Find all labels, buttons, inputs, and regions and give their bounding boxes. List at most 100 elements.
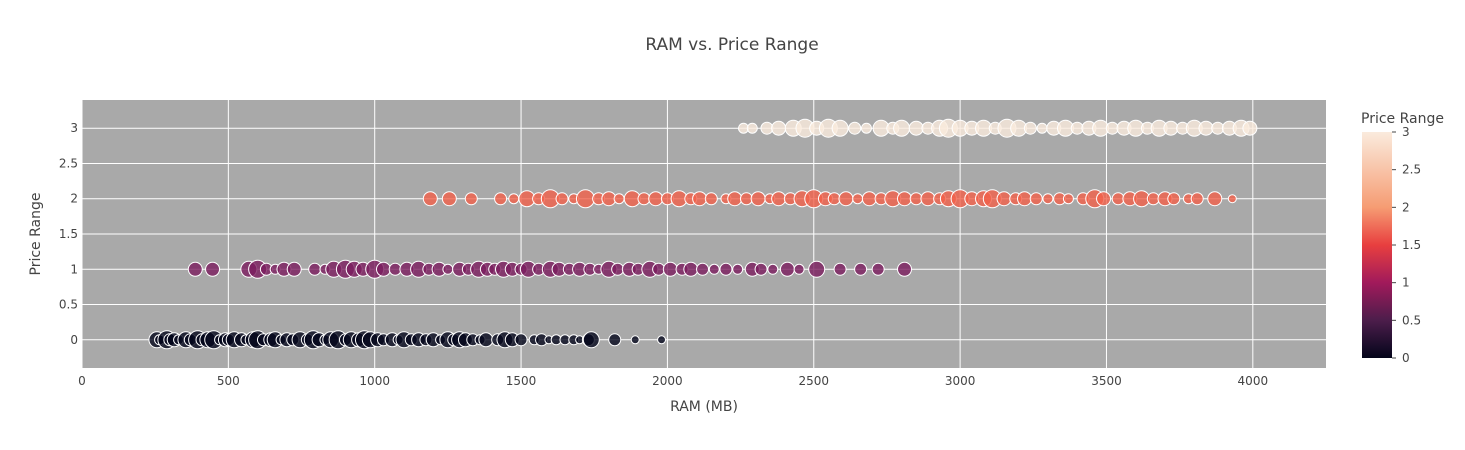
data-point	[854, 262, 868, 276]
data-point	[908, 120, 924, 136]
data-point	[187, 261, 203, 277]
data-point	[613, 193, 625, 205]
data-point	[750, 191, 766, 207]
data-point	[719, 262, 733, 276]
data-point	[897, 261, 913, 277]
x-tick-label: 2000	[652, 374, 683, 388]
y-axis-title: Price Range	[28, 193, 44, 276]
data-point	[852, 193, 864, 205]
data-point	[827, 192, 841, 206]
data-point	[575, 189, 595, 209]
data-point	[746, 122, 758, 134]
x-tick-label: 3000	[945, 374, 976, 388]
data-point	[657, 335, 667, 345]
data-point	[779, 261, 795, 277]
data-point	[1017, 191, 1033, 207]
x-tick-label: 1000	[359, 374, 390, 388]
data-point	[388, 262, 402, 276]
y-tick-label: 0	[70, 333, 78, 347]
data-point	[861, 191, 877, 207]
x-tick-label: 2500	[798, 374, 829, 388]
x-tick-label: 0	[78, 374, 86, 388]
data-point	[205, 261, 221, 277]
colorbar-tick-label: 0	[1402, 351, 1410, 365]
x-tick-label: 3500	[1091, 374, 1122, 388]
data-point	[611, 262, 625, 276]
data-point	[771, 120, 787, 136]
data-point	[920, 191, 936, 207]
colorbar-tick-label: 3	[1402, 125, 1410, 139]
colorbar-tick-label: 2	[1402, 200, 1410, 214]
data-point	[996, 191, 1012, 207]
data-point	[739, 192, 753, 206]
colorbar-gradient	[1362, 132, 1392, 358]
data-point	[1190, 192, 1204, 206]
x-axis-title: RAM (MB)	[670, 399, 738, 415]
data-point	[831, 119, 849, 137]
data-point	[909, 192, 923, 206]
colorbar: Price Range 0 0.5 1 1.5 2 2.5 3	[1361, 111, 1444, 365]
data-point	[732, 263, 744, 275]
data-point	[897, 191, 913, 207]
data-point	[1062, 193, 1074, 205]
data-point	[767, 263, 779, 275]
data-point	[1105, 121, 1119, 135]
data-point	[1146, 192, 1160, 206]
y-tick-label: 3	[70, 121, 78, 135]
data-point	[793, 263, 805, 275]
data-point	[608, 333, 622, 347]
data-point	[1207, 191, 1223, 207]
x-tick-label: 500	[217, 374, 240, 388]
y-tick-label: 2	[70, 192, 78, 206]
y-tick-label: 2.5	[59, 156, 78, 170]
data-point	[1198, 120, 1214, 136]
data-point	[1227, 194, 1237, 204]
data-point	[727, 191, 743, 207]
data-point	[648, 191, 664, 207]
data-point	[1111, 192, 1125, 206]
data-point	[848, 121, 862, 135]
data-point	[771, 191, 787, 207]
data-point	[760, 121, 774, 135]
data-point	[441, 191, 457, 207]
data-point	[442, 263, 454, 275]
data-point	[1029, 192, 1043, 206]
x-axis-ticks: 0 500 1000 1500 2000 2500 3000 3500 4000	[78, 374, 1268, 388]
data-point	[1023, 121, 1037, 135]
colorbar-title: Price Range	[1361, 111, 1444, 127]
colorbar-ticks: 0 0.5 1 1.5 2 2.5 3	[1392, 125, 1421, 365]
data-point	[308, 262, 322, 276]
data-point	[1167, 192, 1181, 206]
data-point	[637, 192, 651, 206]
data-point	[1042, 193, 1054, 205]
y-tick-label: 0.5	[59, 298, 78, 312]
data-point	[833, 262, 847, 276]
y-axis-ticks: 0 0.5 1 1.5 2 2.5 3	[59, 121, 78, 347]
data-point	[860, 122, 872, 134]
chart-title: RAM vs. Price Range	[645, 35, 818, 55]
data-point	[708, 263, 720, 275]
data-point	[838, 191, 854, 207]
data-point	[375, 261, 391, 277]
data-point	[286, 261, 302, 277]
data-point	[652, 262, 666, 276]
data-point	[630, 335, 640, 345]
data-point	[692, 191, 708, 207]
data-point	[514, 333, 528, 347]
data-point	[1070, 121, 1084, 135]
data-point	[683, 261, 699, 277]
colorbar-tick-label: 1	[1402, 276, 1410, 290]
data-point	[508, 193, 520, 205]
data-point	[422, 191, 438, 207]
data-point	[871, 262, 885, 276]
data-point	[1211, 121, 1225, 135]
data-point	[754, 262, 768, 276]
y-tick-label: 1.5	[59, 227, 78, 241]
data-point	[893, 119, 911, 137]
data-point	[1096, 191, 1112, 207]
colorbar-tick-label: 2.5	[1402, 163, 1421, 177]
data-point	[1242, 120, 1258, 136]
data-point	[662, 261, 678, 277]
